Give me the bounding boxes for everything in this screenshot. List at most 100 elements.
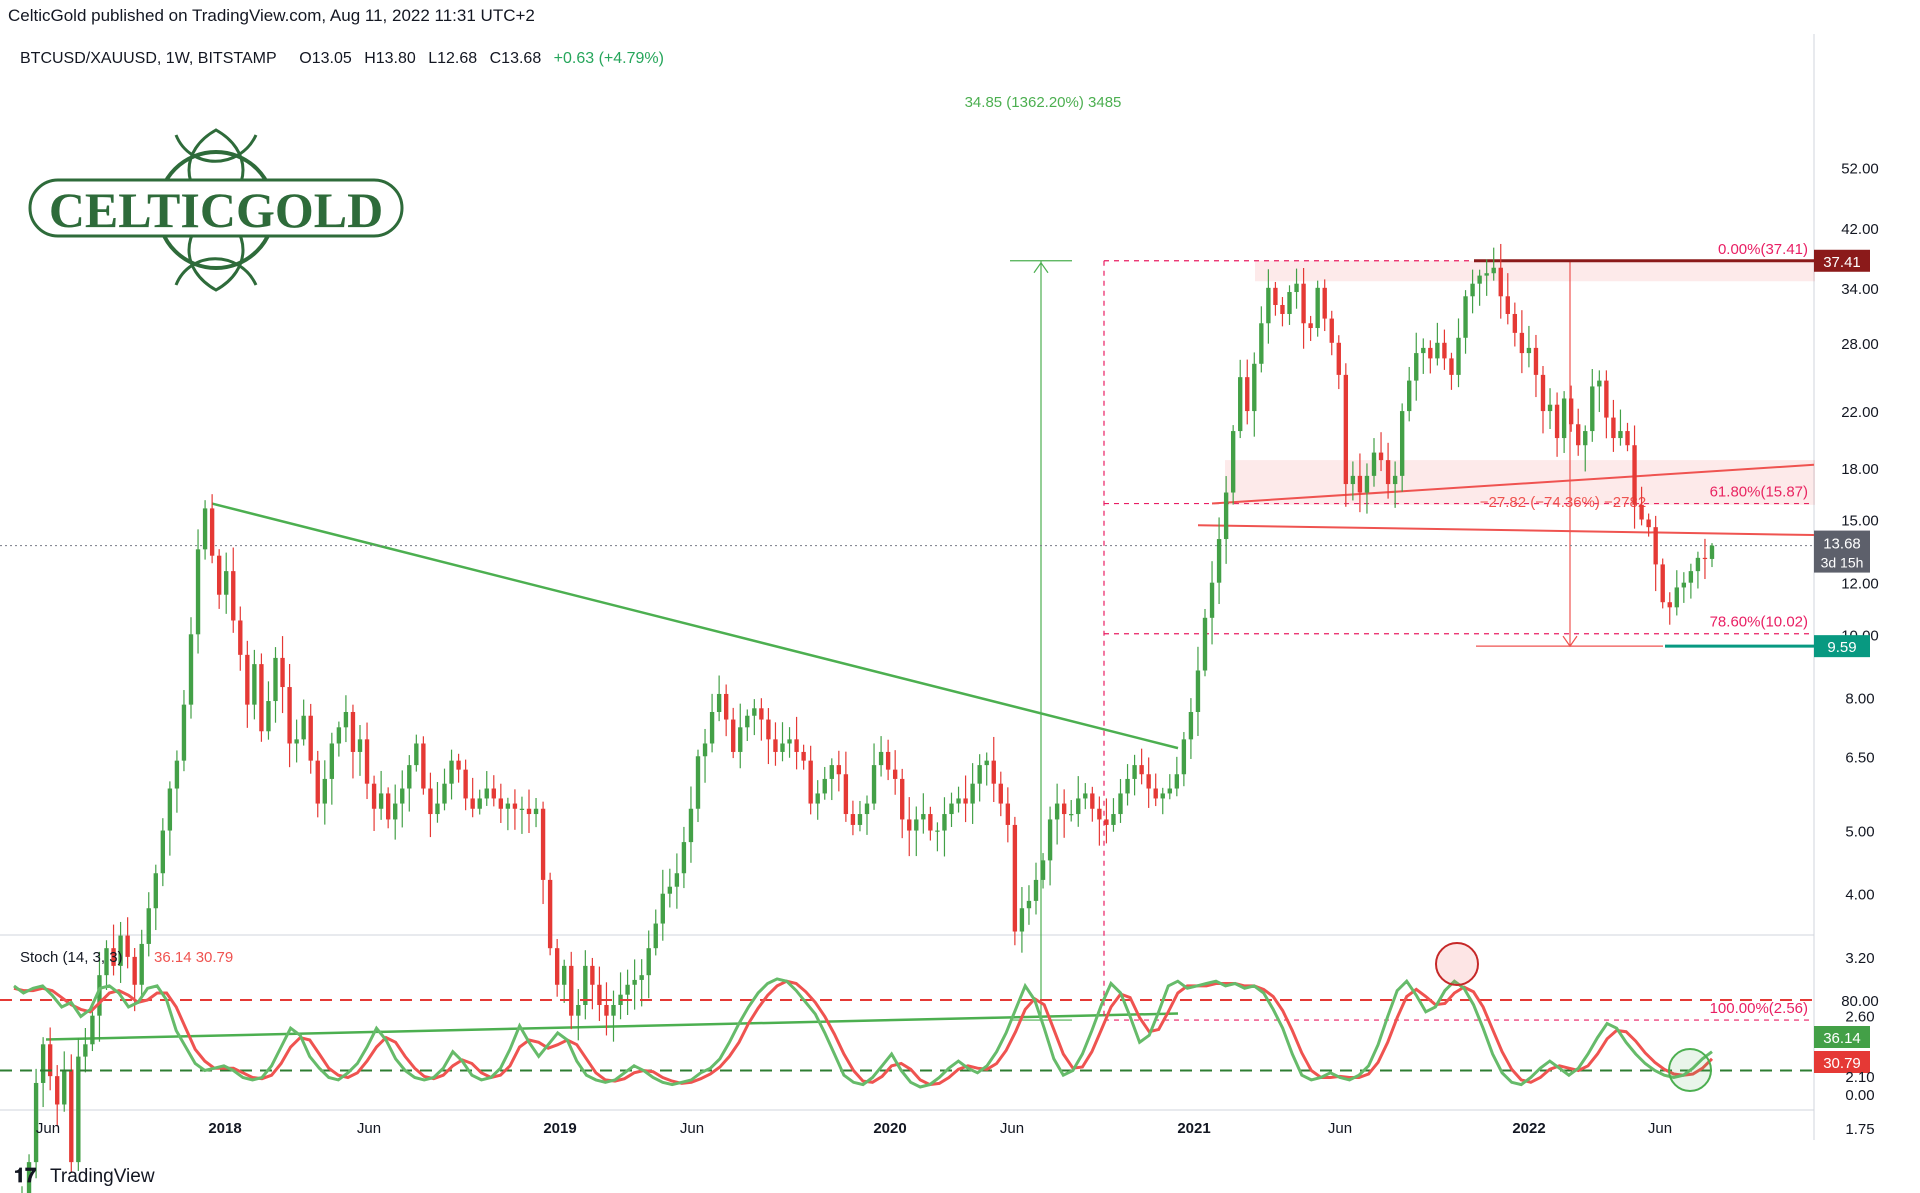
candle-body [1498, 267, 1503, 297]
candle-body [829, 765, 834, 779]
candle-body [111, 948, 116, 966]
candle-body [1125, 778, 1130, 794]
candle-body [1040, 860, 1046, 880]
candle-body [421, 743, 426, 789]
candle-body [1259, 323, 1264, 364]
tradingview-footer[interactable]: 𝟏𝟕 TradingView [14, 1165, 155, 1187]
celticgold-logo: CELTICGOLD [28, 128, 404, 292]
candle-body [773, 739, 778, 752]
candle-body [1118, 793, 1123, 815]
candle-body [1385, 460, 1391, 485]
candle-body [1054, 803, 1060, 820]
candle-body [801, 751, 806, 761]
candle-body [1597, 380, 1602, 387]
candle-body [766, 719, 771, 740]
price-tick-label: 6.50 [1845, 749, 1874, 766]
candle-body [843, 774, 849, 815]
candle-body [780, 743, 785, 752]
candle-body [569, 965, 574, 1016]
candle-body [738, 727, 743, 752]
candle-body [1350, 475, 1356, 485]
candle-body [1181, 739, 1187, 775]
stoch-legend-values: 36.14 30.79 [154, 949, 233, 966]
price-tick-label: 52.00 [1841, 161, 1879, 178]
candle-body [998, 783, 1003, 804]
stoch-d-tag-text: 30.79 [1823, 1055, 1861, 1072]
candle-body [921, 814, 926, 820]
candle-body [442, 783, 447, 804]
candle-body [1209, 582, 1215, 618]
stoch-tick-label: 0.00 [1845, 1087, 1874, 1104]
candle-body [125, 935, 130, 957]
candle-body [1681, 582, 1687, 588]
candle-body [1491, 267, 1496, 274]
candle-body [1378, 452, 1384, 461]
candle-body [1357, 475, 1363, 493]
candle-body [695, 756, 701, 809]
candle-body [1709, 545, 1715, 559]
candle-body [1195, 670, 1201, 712]
candle-body [336, 727, 342, 744]
candle-body [815, 793, 820, 804]
candle-body [400, 788, 405, 804]
candle-body [118, 935, 123, 966]
candle-body [1364, 475, 1370, 493]
candle-body [55, 1076, 60, 1105]
price-tick-label: 4.00 [1845, 887, 1874, 904]
candle-body [498, 798, 504, 809]
symbol-name[interactable]: BTCUSD/XAUUSD, 1W, BITSTAMP [20, 50, 277, 67]
candle-body [202, 508, 208, 550]
candle-body [1167, 788, 1172, 794]
candle-body [1012, 824, 1018, 932]
high-price-tag-text: 37.41 [1823, 254, 1861, 271]
candle-body [231, 571, 236, 621]
candle-body [562, 965, 567, 985]
price-tick-label: 18.00 [1841, 461, 1879, 478]
candle-body [1392, 475, 1398, 485]
candle-body [287, 687, 292, 744]
candle-body [1695, 557, 1701, 572]
candle-body [1061, 803, 1067, 815]
time-tick-label: Jun [357, 1120, 381, 1137]
candle-body [878, 751, 884, 766]
candle-body [69, 1069, 74, 1163]
candle-body [1097, 808, 1102, 820]
tradingview-brand: TradingView [50, 1166, 155, 1187]
candle-body [1111, 814, 1116, 825]
candle-body [343, 711, 349, 728]
candle-body [1174, 774, 1180, 789]
candle-body [794, 739, 799, 752]
candle-body [40, 1044, 46, 1083]
candle-body [209, 508, 215, 556]
candle-body [1216, 539, 1222, 583]
neckline-red-line [1197, 524, 1815, 537]
candle-body [139, 943, 144, 985]
candle-body [1554, 404, 1560, 439]
candle-body [787, 739, 792, 744]
candle-body [653, 923, 658, 949]
candle-body [224, 571, 229, 595]
stoch-k-tag-text: 36.14 [1823, 1030, 1861, 1047]
candle-body [1343, 374, 1349, 485]
candle-body [1252, 363, 1257, 412]
candle-body [62, 1069, 67, 1105]
price-tick-label: 42.00 [1841, 221, 1879, 238]
candle-body [1533, 347, 1539, 375]
downtrend-line [211, 502, 1179, 750]
candle-body [1512, 313, 1518, 333]
price-tick-label: 3.20 [1845, 950, 1874, 967]
candle-body [900, 778, 905, 820]
candle-body [1399, 411, 1405, 476]
candle-body [632, 979, 637, 985]
candle-body [1477, 275, 1482, 284]
candle-body [393, 803, 398, 820]
fib-level-label: 61.80%(15.87) [1710, 484, 1808, 501]
candle-body [1329, 318, 1334, 343]
candle-body [512, 803, 518, 809]
candle-body [1223, 492, 1229, 540]
stoch-pane: Stoch (14, 3, 3) 80.00 0.00 36.14 30.79 36.14… [0, 942, 1879, 1104]
time-tick-label: 2021 [1177, 1120, 1210, 1137]
candle-body [723, 693, 729, 720]
candle-body [1019, 908, 1025, 932]
